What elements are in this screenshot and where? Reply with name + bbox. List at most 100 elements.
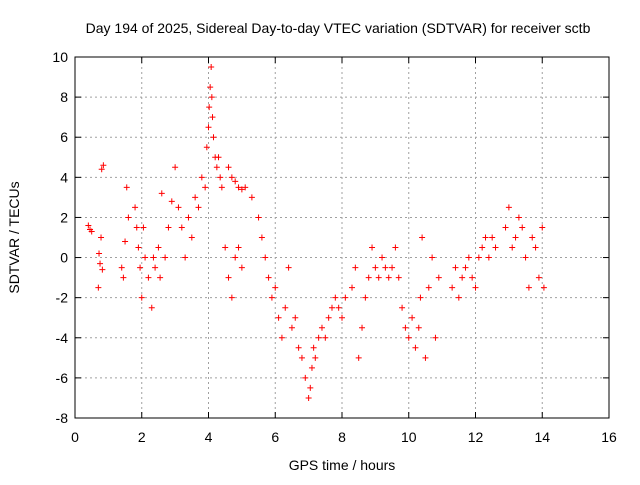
data-point (322, 334, 329, 341)
data-point (98, 166, 105, 173)
x-tick-label: 16 (601, 429, 617, 445)
data-point (272, 284, 279, 291)
y-tick-label: -8 (56, 410, 69, 426)
data-point (339, 314, 345, 321)
data-point (459, 274, 466, 281)
data-point (298, 354, 305, 361)
data-point (232, 178, 239, 185)
data-point (209, 114, 216, 121)
data-point (359, 324, 366, 331)
data-point (312, 354, 319, 361)
data-point (238, 186, 245, 193)
data-point (195, 204, 202, 211)
data-point (415, 324, 422, 331)
data-point (355, 354, 362, 361)
data-point (97, 260, 104, 267)
data-point (425, 284, 432, 291)
data-point (307, 384, 314, 391)
data-point (419, 234, 426, 241)
y-tick-label: 8 (60, 89, 68, 105)
data-point (412, 344, 419, 351)
data-point (205, 124, 212, 131)
y-tick-label: -6 (56, 370, 69, 386)
data-point (96, 250, 103, 257)
data-point (118, 264, 125, 271)
data-point (475, 254, 482, 261)
data-point (138, 294, 145, 301)
data-point (192, 194, 199, 201)
data-point (539, 224, 546, 231)
data-point (208, 94, 215, 101)
data-point (469, 274, 476, 281)
data-point (228, 174, 235, 181)
data-point (85, 222, 92, 229)
data-point (178, 224, 185, 231)
data-point (372, 264, 379, 271)
data-point (509, 244, 516, 251)
data-point (417, 294, 424, 301)
axis-ticks: 0 2 4 6 8 10 12 14 16 -8 -6 -4 -2 0 2 4 6 8 10 (52, 49, 617, 445)
data-point (218, 184, 225, 191)
data-point (505, 204, 512, 211)
x-tick-label: 14 (534, 429, 550, 445)
data-point (202, 184, 209, 191)
data-point (99, 266, 106, 273)
data-point (162, 254, 169, 261)
data-point (203, 144, 210, 151)
data-point (248, 194, 255, 201)
y-tick-label: 6 (60, 129, 68, 145)
x-tick-label: 0 (71, 429, 79, 445)
data-point (268, 294, 275, 301)
data-point (389, 264, 396, 271)
data-point (405, 334, 412, 341)
data-point (288, 324, 295, 331)
data-point (88, 228, 95, 235)
data-point (399, 304, 406, 311)
data-point (382, 264, 389, 271)
data-point (213, 164, 220, 171)
data-point (379, 254, 386, 261)
data-point (278, 334, 285, 341)
data-point (208, 64, 215, 71)
data-point (308, 364, 315, 371)
data-point (135, 244, 142, 251)
data-point (206, 104, 213, 111)
data-point (140, 224, 147, 231)
data-point (222, 244, 229, 251)
data-point (258, 234, 265, 241)
data-point (100, 162, 107, 169)
data-point (318, 324, 325, 331)
x-tick-label: 10 (401, 429, 417, 445)
y-tick-label: 2 (60, 209, 68, 225)
data-point (198, 174, 205, 181)
data-point (137, 264, 144, 271)
data-point (255, 214, 262, 221)
data-points (85, 64, 547, 401)
x-axis-label: GPS time / hours (289, 457, 396, 473)
data-point (207, 84, 214, 91)
data-point (512, 234, 519, 241)
data-point (150, 254, 157, 261)
data-point (182, 254, 189, 261)
data-point (285, 264, 292, 271)
x-tick-label: 4 (205, 429, 213, 445)
data-point (228, 294, 235, 301)
y-axis-label: SDTVAR / TECUs (6, 181, 22, 293)
data-point (519, 224, 526, 231)
data-point (188, 234, 195, 241)
data-point (152, 264, 159, 271)
data-point (275, 314, 282, 321)
data-point (422, 354, 429, 361)
y-tick-label: 0 (60, 250, 68, 266)
data-point (522, 254, 529, 261)
data-point (452, 264, 459, 271)
data-point (225, 164, 232, 171)
x-tick-label: 2 (138, 429, 146, 445)
data-point (449, 284, 456, 291)
data-point (265, 274, 272, 281)
data-point (465, 254, 472, 261)
data-point (325, 314, 332, 321)
data-point (328, 304, 335, 311)
